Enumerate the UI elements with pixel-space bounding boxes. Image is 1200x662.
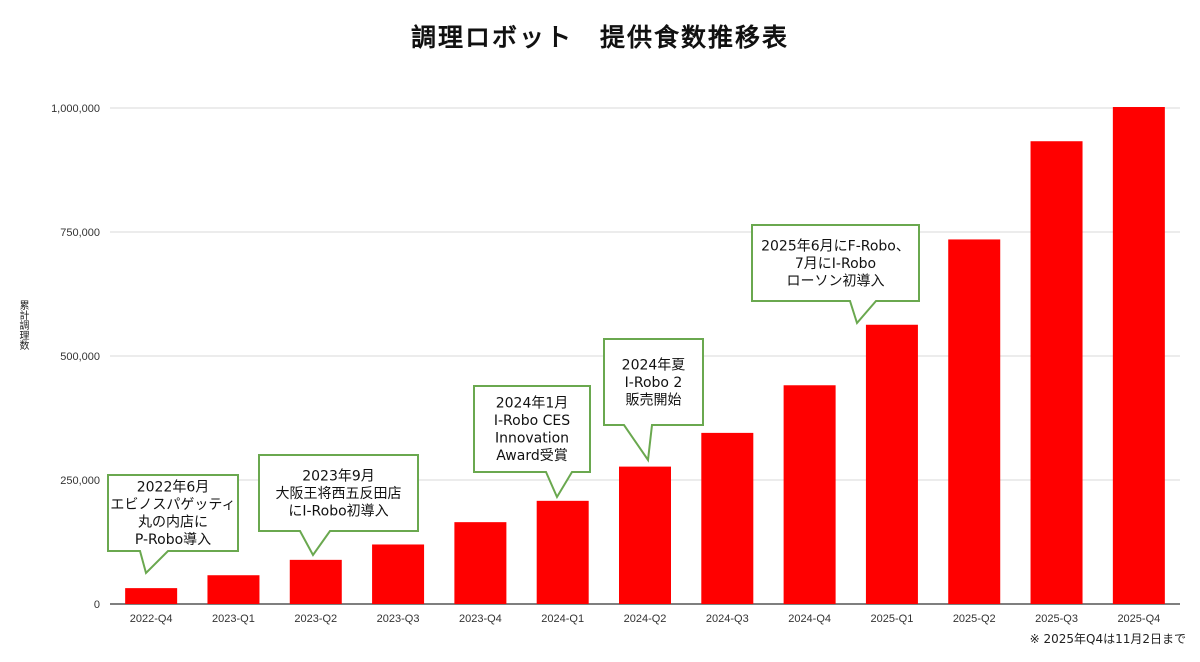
callout-line: I-Robo CES [494, 413, 570, 429]
bar-2025-Q3 [1030, 141, 1083, 604]
x-tick-label: 2025-Q1 [871, 613, 914, 625]
callout-line: Innovation [495, 431, 569, 447]
bar-2024-Q4 [783, 385, 836, 604]
bar-2024-Q1 [536, 500, 589, 604]
x-tick-label: 2024-Q2 [624, 613, 667, 625]
y-tick-label: 0 [94, 599, 100, 611]
callout-line: P-Robo導入 [135, 532, 211, 548]
callout-line: ローソン初導入 [787, 272, 885, 289]
callout-line: 2024年1月 [496, 396, 569, 412]
callout-line: 2022年6月 [137, 480, 210, 496]
x-tick-label: 2022-Q4 [130, 613, 173, 625]
callout-line: 販売開始 [626, 392, 682, 408]
callout-line: 2025年6月にF-Robo、 [761, 238, 910, 254]
bar-2023-Q2 [289, 559, 342, 604]
callout-line: にI-Robo初導入 [288, 502, 388, 519]
y-tick-label: 250,000 [60, 475, 100, 487]
bar-2025-Q1 [865, 324, 918, 604]
x-tick-label: 2025-Q2 [953, 613, 996, 625]
bar-2025-Q4 [1112, 107, 1165, 605]
callout-line: エビノスパゲッティ [110, 497, 235, 513]
callout-line: 丸の内店に [138, 515, 208, 531]
callout-box [473, 385, 591, 500]
bar-2024-Q3 [701, 432, 754, 604]
bar-2025-Q2 [948, 239, 1001, 604]
x-tick-label: 2025-Q4 [1117, 613, 1160, 625]
y-tick-label: 500,000 [60, 351, 100, 363]
bar-2023-Q4 [454, 522, 507, 604]
x-tick-label: 2024-Q1 [541, 613, 584, 625]
y-tick-label: 1,000,000 [51, 103, 100, 115]
bar-2022-Q4 [125, 588, 178, 604]
x-tick-label: 2023-Q4 [459, 613, 502, 625]
x-tick-label: 2025-Q3 [1035, 613, 1078, 625]
footnote: ※ 2025年Q4は11月2日まで [1029, 632, 1186, 646]
y-tick-label: 750,000 [60, 227, 100, 239]
callout-line: I-Robo 2 [625, 375, 683, 391]
callout-line: 2023年9月 [302, 468, 375, 484]
x-tick-label: 2023-Q3 [377, 613, 420, 625]
callout-box [107, 474, 239, 575]
y-ticks: 0 250,000 500,000 750,000 1,000,000 [51, 103, 100, 611]
callout-box [258, 454, 419, 557]
chart-title: 調理ロボット 提供食数推移表 [410, 23, 789, 52]
bars [125, 107, 1165, 605]
x-tick-label: 2023-Q2 [294, 613, 337, 625]
x-tick-label: 2024-Q3 [706, 613, 749, 625]
bar-2024-Q2 [619, 466, 671, 604]
callout-line: 7月にI-Robo [795, 256, 876, 272]
callout-line: 大阪王将西五反田店 [276, 486, 402, 502]
callout-line: Award受賞 [496, 448, 567, 464]
callout-box [751, 224, 920, 326]
bar-2023-Q1 [207, 575, 260, 604]
x-tick-label: 2023-Q1 [212, 613, 255, 625]
x-tick-label: 2024-Q4 [788, 613, 831, 625]
callout-line: 2024年夏 [622, 357, 686, 373]
bar-2023-Q3 [372, 544, 425, 604]
callouts: 2022年6月エビノスパゲッティ丸の内店にP-Robo導入2023年9月大阪王将… [107, 224, 920, 575]
x-ticks: 2022-Q4 2023-Q1 2023-Q2 2023-Q3 2023-Q4 2024-… [130, 613, 1161, 625]
y-axis-label: 累計調理数 [17, 300, 28, 350]
callout-box [603, 338, 704, 463]
